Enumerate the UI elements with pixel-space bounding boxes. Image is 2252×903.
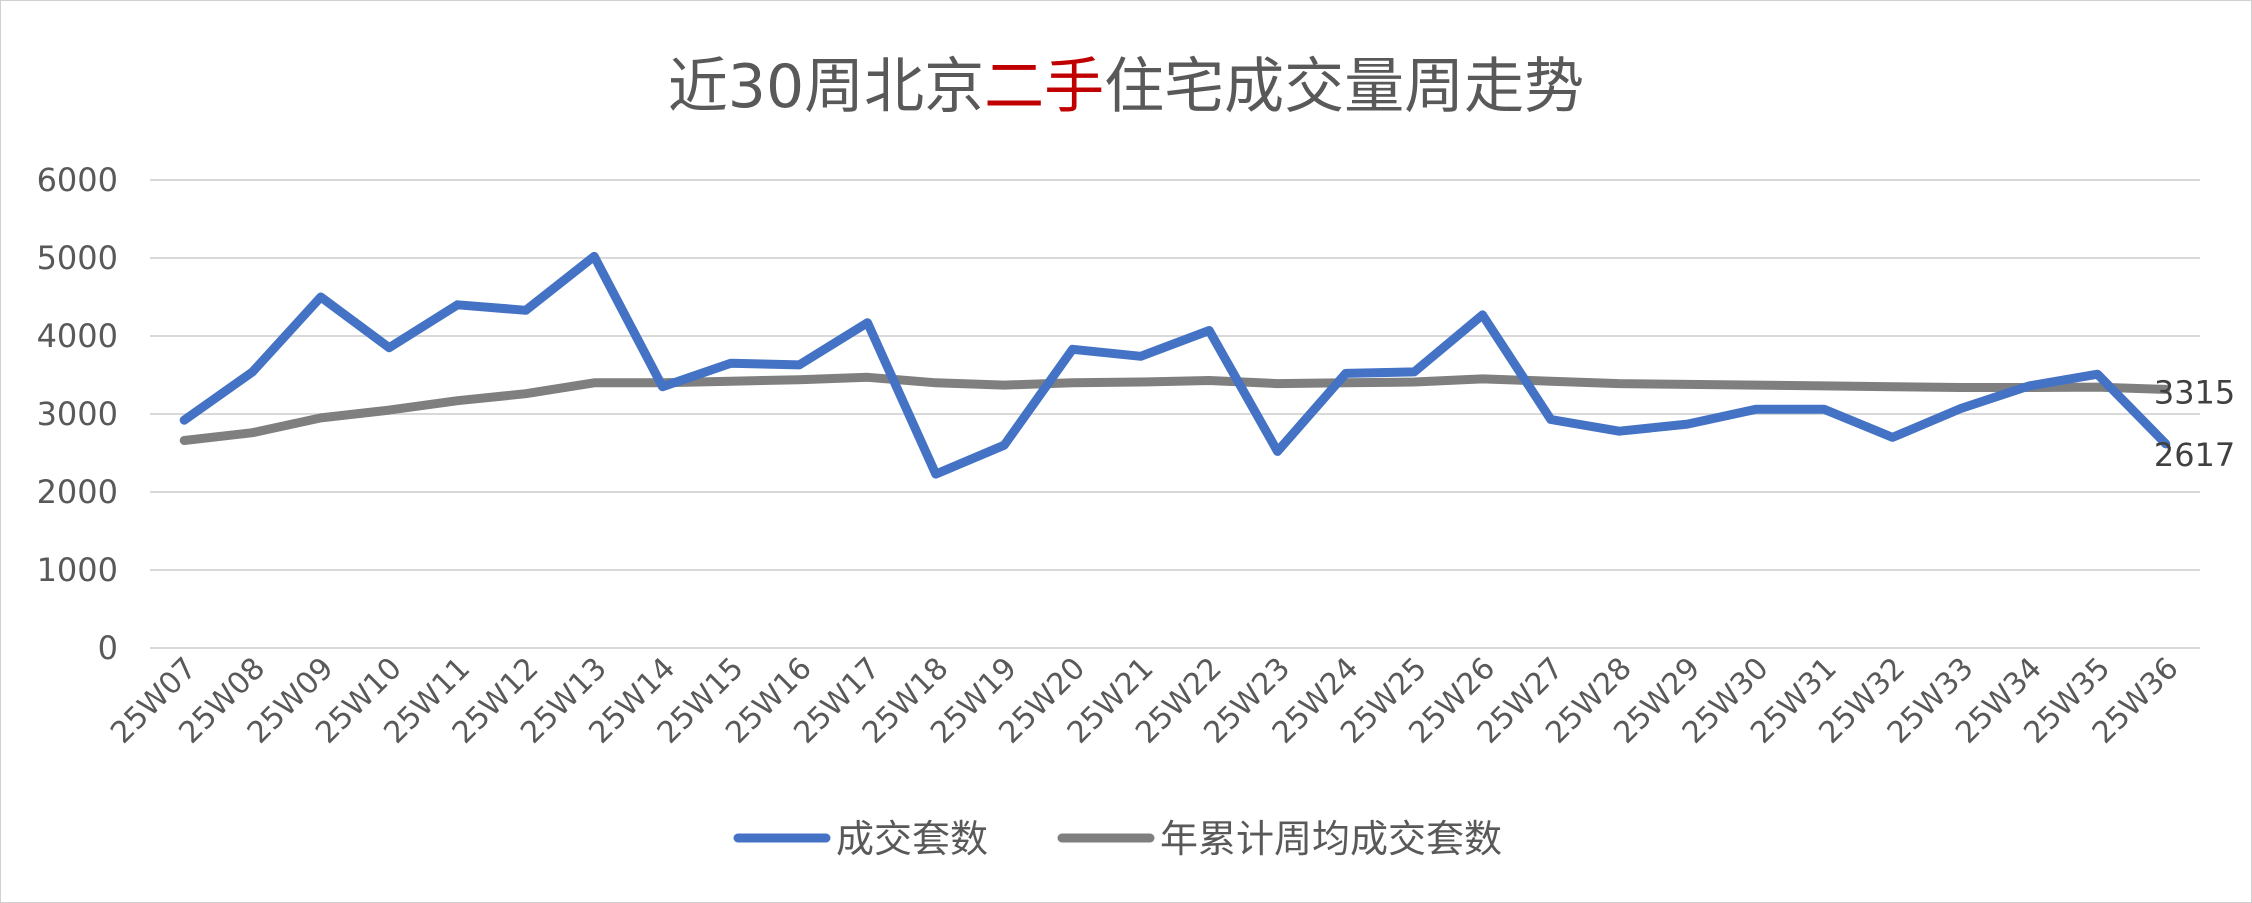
- y-tick-label: 1000: [37, 551, 118, 589]
- y-tick-label: 6000: [37, 161, 118, 199]
- y-axis: 0 1000 2000 3000 4000 5000 6000: [37, 161, 118, 667]
- chart-title: 近30周北京二手住宅成交量周走势: [0, 38, 2252, 125]
- title-part-3: 住宅成交量周走势: [1104, 52, 1585, 122]
- y-tick-label: 3000: [37, 395, 118, 433]
- series-line-1: [179, 251, 2171, 479]
- x-axis: 25W0725W0825W0925W1025W1125W1225W1325W14…: [104, 651, 2185, 751]
- data-label-last-2: 3315: [2154, 373, 2235, 411]
- title-part-2-highlight: 二手: [984, 52, 1105, 122]
- legend: 成交套数 年累计周均成交套数: [733, 817, 1502, 861]
- series-line-2: [179, 372, 2171, 445]
- gridlines: [150, 179, 2200, 649]
- y-tick-label: 5000: [37, 239, 118, 277]
- series-lines: [179, 251, 2171, 479]
- title-part-1: 近30周北京: [667, 52, 985, 122]
- data-labels: 2617 3315: [2154, 373, 2235, 473]
- y-tick-label: 0: [98, 629, 118, 667]
- y-tick-label: 4000: [37, 317, 118, 355]
- legend-label-1: 成交套数: [836, 817, 988, 861]
- data-label-last-1: 2617: [2154, 436, 2235, 474]
- y-tick-label: 2000: [37, 473, 118, 511]
- legend-label-2: 年累计周均成交套数: [1160, 817, 1502, 861]
